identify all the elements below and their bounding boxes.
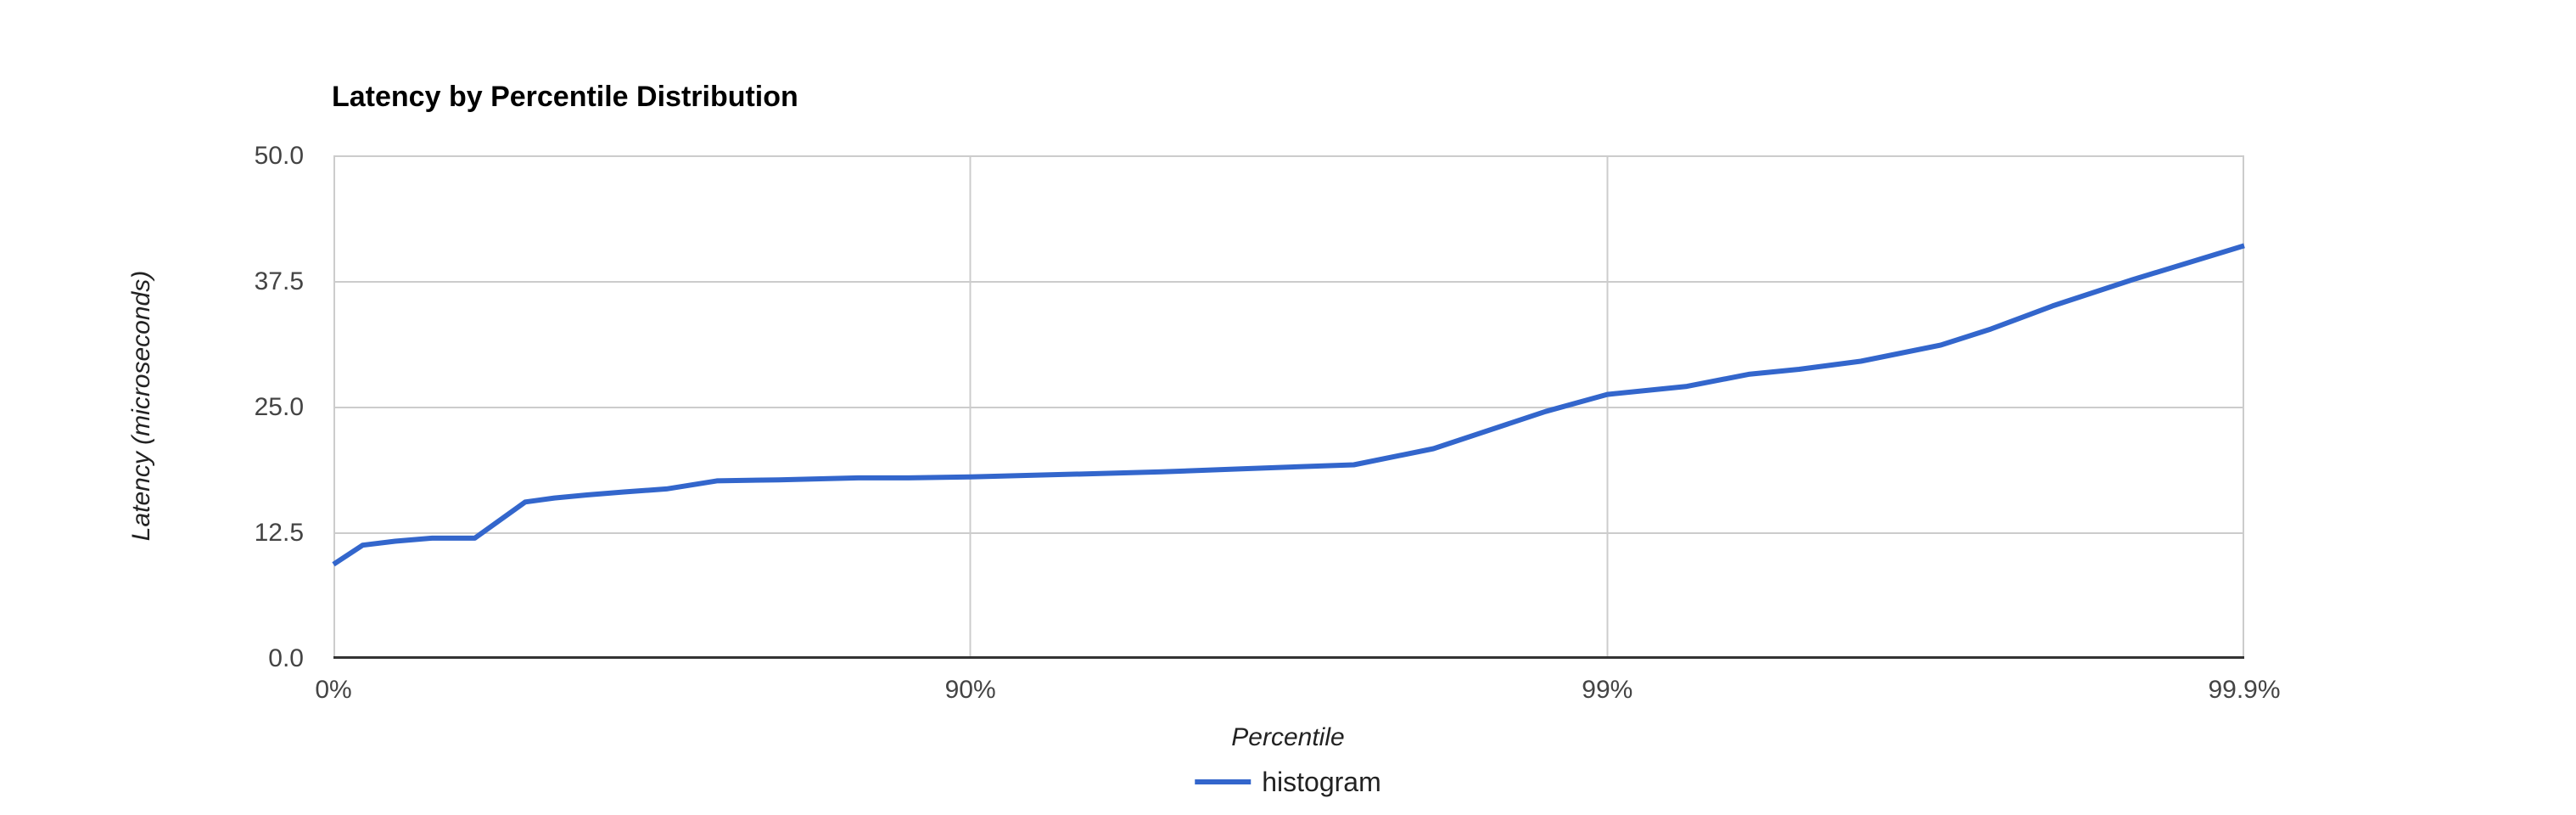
legend-line-swatch	[1195, 779, 1252, 784]
x-tick-label: 90%	[944, 676, 996, 704]
x-tick-label: 99.9%	[2208, 676, 2281, 704]
y-tick-label: 50.0	[254, 142, 304, 170]
chart-title: Latency by Percentile Distribution	[332, 81, 798, 113]
legend-series-label: histogram	[1262, 767, 1381, 797]
y-tick-label: 37.5	[254, 267, 304, 295]
y-tick-label: 25.0	[254, 393, 304, 421]
x-tick-label: 0%	[315, 676, 352, 704]
x-axis-title: Percentile	[1231, 723, 1345, 751]
line-chart-svg	[332, 155, 2245, 659]
x-tick-label: 99%	[1582, 676, 1633, 704]
series-line-histogram	[332, 243, 2245, 567]
y-tick-label: 0.0	[268, 644, 304, 672]
legend: histogram	[1195, 767, 1381, 797]
y-tick-label: 12.5	[254, 519, 304, 547]
plot-area	[332, 155, 2245, 659]
